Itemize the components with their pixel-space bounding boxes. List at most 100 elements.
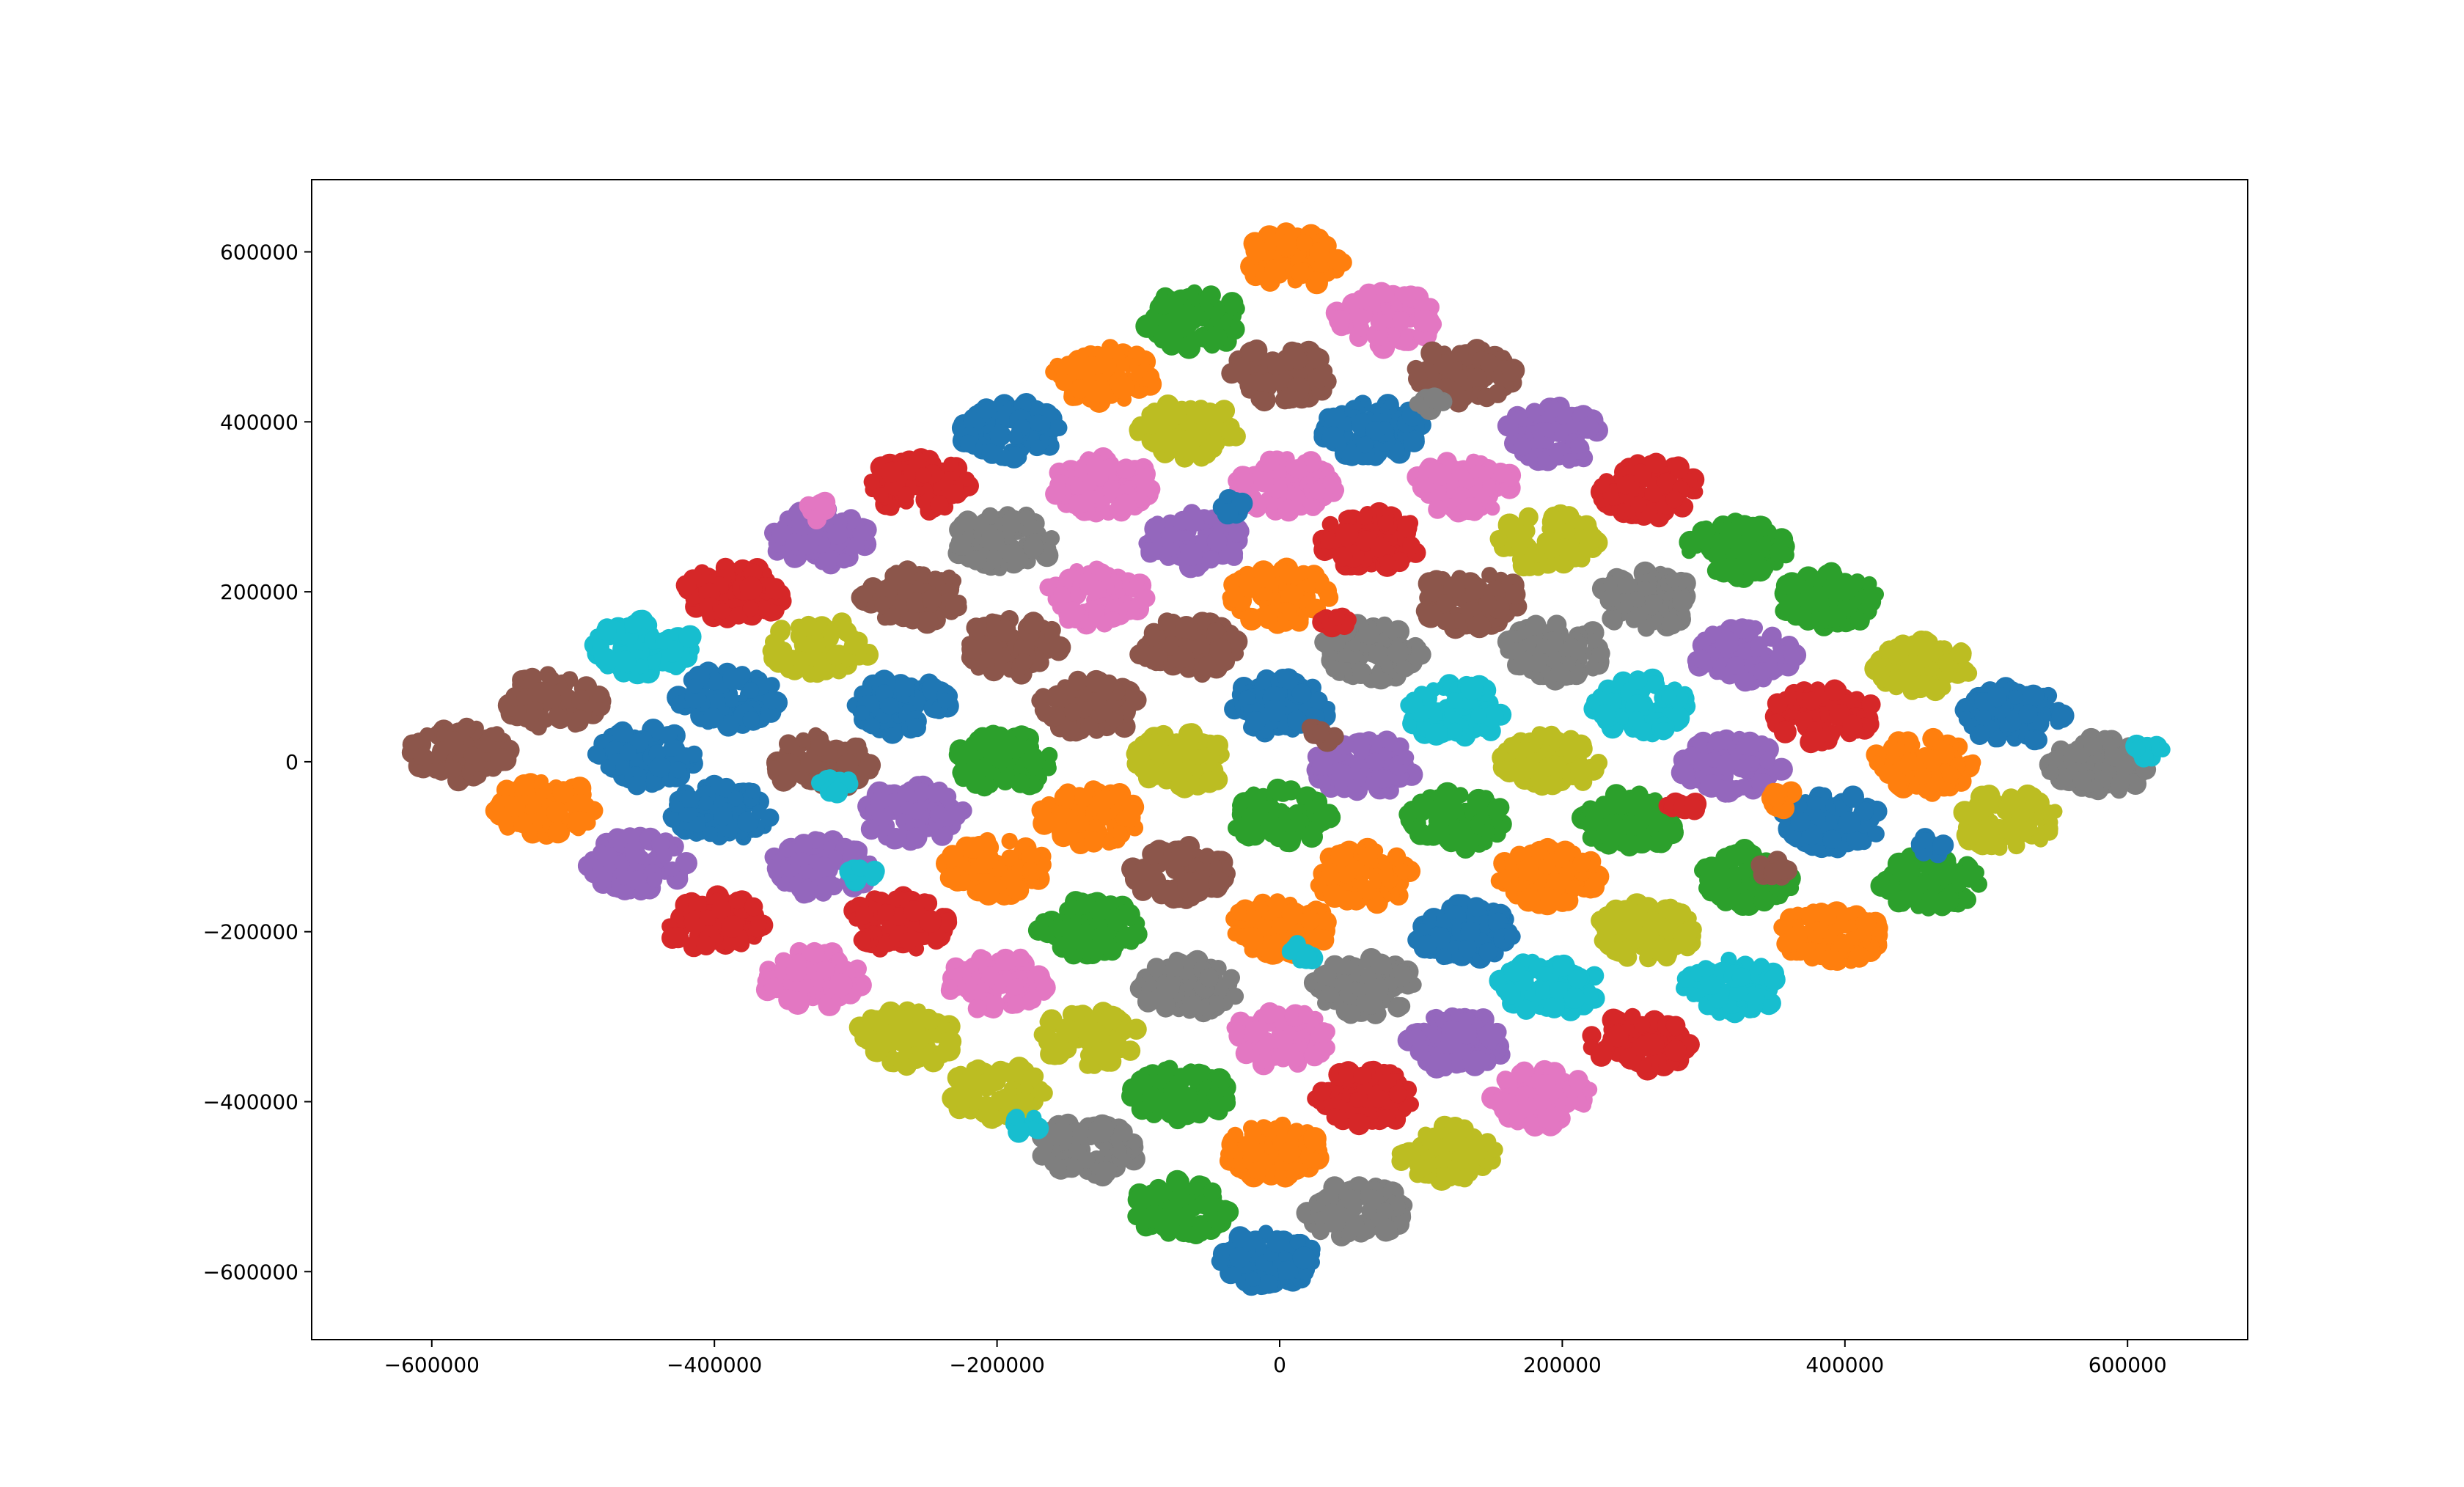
cluster-pink (1228, 450, 1345, 522)
data-point (775, 642, 793, 658)
data-point (1544, 400, 1562, 418)
data-point (1497, 415, 1519, 437)
data-point (994, 620, 1016, 642)
data-point (552, 781, 575, 804)
data-point (1099, 458, 1118, 477)
data-point (907, 718, 926, 738)
data-point (1736, 554, 1756, 574)
data-point (1400, 696, 1418, 714)
cluster-olive (1489, 504, 1608, 577)
data-point (485, 801, 505, 821)
data-point (1259, 450, 1280, 471)
data-point (1734, 758, 1752, 776)
cluster-purple (1497, 396, 1609, 471)
data-point (547, 822, 569, 844)
data-point (479, 736, 496, 753)
data-point (1162, 539, 1180, 557)
data-point (873, 487, 890, 503)
data-point (650, 757, 671, 778)
data-point (1152, 293, 1174, 315)
data-point (675, 575, 697, 596)
data-point (1189, 749, 1206, 765)
data-point (1409, 820, 1426, 837)
data-point (1220, 292, 1244, 315)
data-point (664, 811, 681, 828)
data-point (1559, 737, 1580, 758)
data-point (1428, 499, 1448, 519)
data-point (1480, 823, 1495, 840)
data-point (1104, 611, 1121, 628)
data-point (872, 792, 890, 809)
data-point (739, 576, 763, 600)
data-point (1204, 326, 1228, 349)
data-point (722, 667, 745, 690)
data-point (1206, 531, 1228, 551)
data-point (1616, 475, 1635, 495)
cluster-brown (1407, 339, 1525, 413)
data-point (1402, 536, 1420, 554)
data-point (1011, 773, 1031, 793)
data-point (1628, 711, 1645, 728)
data-point (703, 708, 724, 729)
data-point (1431, 798, 1447, 814)
data-point (1085, 380, 1107, 403)
data-point (1253, 471, 1275, 493)
data-point (1587, 633, 1603, 649)
data-point (1916, 747, 1934, 764)
data-point (1112, 825, 1128, 841)
data-point (1332, 546, 1353, 567)
cluster-brown (1221, 339, 1337, 412)
data-point (854, 705, 870, 721)
data-point (615, 650, 637, 672)
data-point (594, 647, 617, 671)
data-point (1096, 790, 1115, 809)
data-point (1267, 359, 1283, 375)
data-point (1068, 670, 1088, 691)
data-point (1447, 722, 1463, 739)
data-point (1023, 537, 1044, 558)
data-point (1402, 801, 1422, 820)
cluster-gray (947, 506, 1060, 576)
data-point (1540, 422, 1555, 438)
data-point (1051, 822, 1072, 842)
data-point (909, 452, 927, 470)
data-point (1083, 831, 1104, 853)
data-point (1352, 290, 1371, 309)
data-point (1015, 653, 1033, 671)
data-point (1085, 669, 1108, 693)
data-point (966, 550, 987, 570)
data-point (1488, 383, 1507, 402)
data-point (1489, 530, 1508, 548)
data-point (619, 744, 637, 762)
data-point (2110, 775, 2130, 795)
data-point (1352, 665, 1370, 683)
data-point (1137, 468, 1156, 486)
data-point (1513, 437, 1532, 457)
data-point (1874, 665, 1891, 682)
data-point (1377, 515, 1394, 532)
data-point (1425, 723, 1448, 746)
data-point (1617, 577, 1635, 595)
data-point (1776, 602, 1796, 621)
data-point (714, 603, 730, 620)
data-point (1209, 404, 1229, 425)
cluster-pink (1407, 452, 1522, 523)
data-point (1150, 746, 1167, 763)
data-point (1387, 642, 1409, 664)
data-point (1773, 720, 1797, 744)
data-point (975, 758, 993, 776)
data-point (751, 804, 766, 820)
data-point (1656, 472, 1678, 494)
data-point (1277, 499, 1300, 522)
data-point (989, 424, 1011, 447)
data-point (1112, 375, 1135, 400)
data-point (1308, 348, 1330, 370)
data-point (1310, 800, 1325, 815)
data-point (1429, 463, 1451, 486)
data-point (1879, 642, 1896, 659)
data-point (810, 735, 832, 757)
data-point (592, 688, 607, 704)
data-point (1189, 306, 1206, 322)
data-point (1842, 714, 1863, 735)
